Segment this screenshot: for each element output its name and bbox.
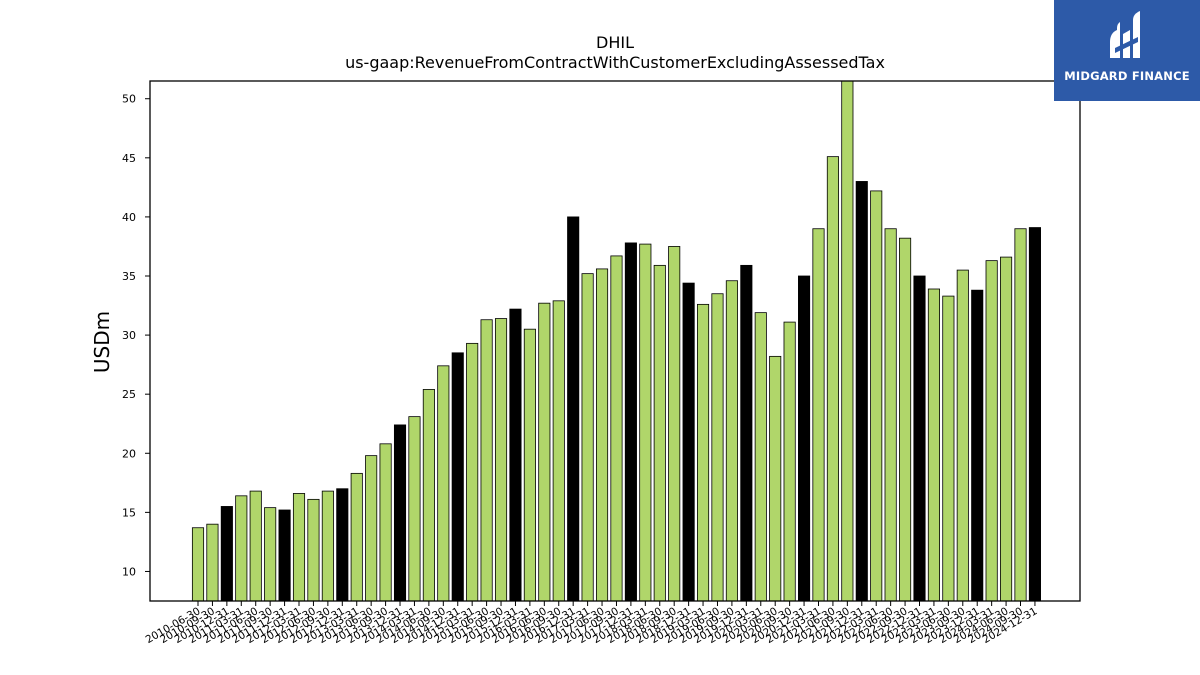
bar-2015-06-30 [480, 319, 493, 602]
bar-2021-03-31 [812, 228, 825, 602]
bar-2018-06-30 [653, 264, 666, 602]
bar-2018-03-31 [639, 243, 652, 602]
bar-2013-06-30 [365, 455, 378, 602]
bar-2011-12-31 [278, 509, 291, 602]
y-tick-label: 50 [122, 93, 136, 106]
bar-2023-06-30 [942, 295, 955, 602]
bar-2011-03-31 [235, 495, 248, 602]
y-axis-label: USDm [90, 311, 114, 373]
bar-2012-03-31 [292, 493, 306, 602]
bar-2024-09-30 [1014, 228, 1027, 602]
bar-2022-06-30 [884, 228, 897, 602]
y-tick-label: 10 [122, 565, 136, 578]
bar-2013-12-31 [393, 424, 407, 602]
bar-2010-06-30 [191, 527, 205, 602]
bar-2014-09-30 [437, 365, 450, 602]
y-axis-ticks: 10 15 20 25 30 35 40 45 50 [122, 93, 150, 578]
bar-2016-03-31 [523, 328, 536, 602]
logo-text: MIDGARD FINANCE [1064, 69, 1190, 83]
bar-2022-09-30 [899, 237, 912, 602]
plot-frame [149, 80, 1081, 602]
y-tick-label: 35 [122, 270, 136, 283]
y-tick-label: 30 [122, 329, 136, 342]
y-tick-label: 20 [122, 447, 136, 460]
bar-2023-12-31 [971, 289, 984, 602]
bar-2015-12-31 [509, 308, 522, 602]
bar-2021-12-31 [855, 181, 868, 602]
y-tick-label: 15 [122, 506, 136, 519]
bar-2023-09-30 [956, 269, 969, 602]
bar-2019-06-30 [711, 293, 724, 602]
bar-2020-09-30 [783, 321, 796, 602]
bar-2016-12-31 [567, 216, 580, 602]
bar-2010-09-30 [206, 523, 219, 602]
x-axis-ticks: 2010-06-302010-09-302010-12-312011-03-31… [144, 601, 1039, 646]
bar-2013-09-30 [379, 443, 392, 602]
bar-2019-03-31 [697, 303, 710, 602]
chart-subtitle: us-gaap:RevenueFromContractWithCustomerE… [345, 53, 885, 72]
chart-title: DHIL [596, 33, 634, 52]
bar-2019-12-31 [740, 264, 753, 602]
bar-2017-03-31 [581, 273, 594, 602]
y-tick-label: 40 [122, 211, 136, 224]
bar-2015-09-30 [494, 318, 508, 602]
bar-2011-09-30 [264, 507, 277, 602]
bar-2018-12-31 [682, 282, 695, 602]
y-tick-label: 45 [122, 152, 136, 165]
bar-2021-09-30 [841, 80, 854, 602]
logo-mark-icon [1110, 11, 1140, 58]
bar-2024-03-31 [985, 260, 998, 602]
bar-2018-09-30 [668, 246, 681, 602]
bar-2020-12-31 [798, 275, 811, 602]
bar-2014-12-31 [451, 352, 464, 602]
bar-2010-12-31 [220, 506, 233, 602]
bar-2023-03-31 [927, 288, 940, 602]
bar-2012-12-31 [336, 488, 349, 602]
bar-2015-03-31 [466, 342, 479, 602]
bar-2016-06-30 [538, 302, 551, 602]
bar-2017-12-31 [624, 242, 637, 602]
bar-2014-03-31 [408, 416, 421, 602]
bar-2017-06-30 [595, 268, 609, 602]
bar-2011-06-30 [249, 490, 262, 602]
bar-2020-06-30 [769, 355, 782, 602]
bar-2013-03-31 [350, 472, 363, 602]
midgard-finance-logo: MIDGARD FINANCE [1054, 0, 1200, 101]
bars-group [191, 80, 1041, 602]
bar-2021-06-30 [826, 156, 839, 602]
bar-2020-03-31 [754, 312, 767, 602]
bar-2017-09-30 [610, 255, 623, 602]
bar-2014-06-30 [422, 389, 435, 602]
bar-2024-06-30 [1000, 256, 1013, 602]
bar-2022-12-31 [913, 275, 926, 602]
bar-2019-09-30 [725, 280, 738, 602]
bar-2016-09-30 [552, 300, 565, 602]
bar-2022-03-31 [870, 190, 883, 602]
y-tick-label: 25 [122, 388, 136, 401]
bar-2024-12-31 [1028, 227, 1041, 602]
bar-2012-06-30 [307, 498, 320, 602]
bar-2012-09-30 [321, 490, 334, 602]
